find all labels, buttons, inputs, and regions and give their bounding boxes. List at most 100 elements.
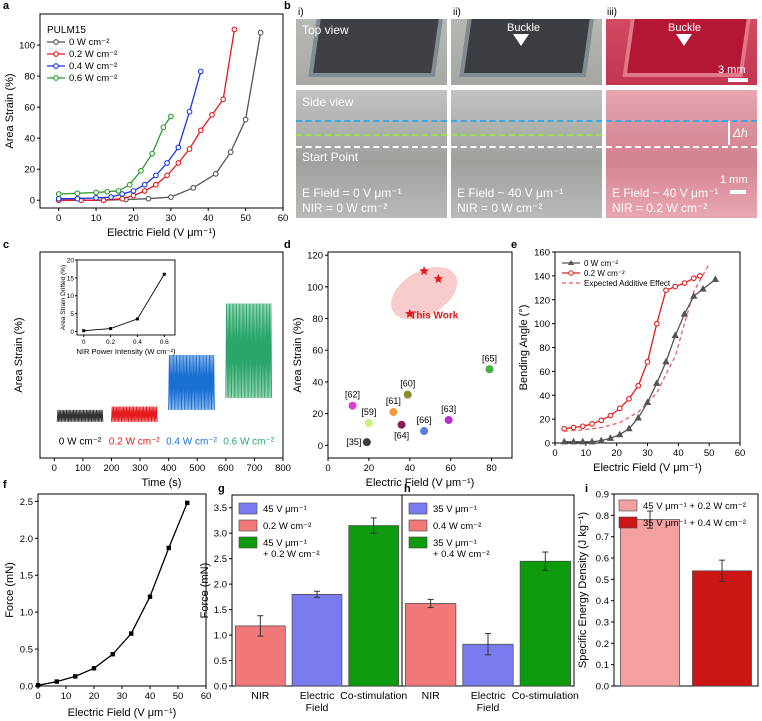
y-axis-label-i: Specific Energy Density (J kg⁻¹) [577, 512, 589, 668]
legend-swatch-h [408, 536, 428, 549]
this-work-label: This Work [410, 311, 459, 322]
x-tick-label-d: 20 [364, 463, 375, 474]
data-point-a-3 [104, 188, 111, 195]
x-tick-label-d: 60 [445, 463, 456, 474]
y-tick-label-e: 60 [539, 367, 550, 378]
this-work-star [419, 266, 429, 276]
panel-letter-i: i [585, 483, 588, 495]
column-label-ii: ii) [453, 7, 461, 18]
y-tick-label-i: 0.6 [596, 554, 609, 565]
y-tick-label-a: 60 [24, 103, 35, 114]
legend-label-e: 0.2 W cm⁻² [584, 269, 625, 278]
signal-trace-2 [168, 354, 215, 410]
reference-label: [62] [345, 390, 360, 400]
y-tick-label-g: 3.5 [214, 503, 227, 514]
data-point-e-0 [579, 437, 587, 445]
y-tick-label-i: 0.9 [596, 490, 609, 501]
y-tick-label-i: 0.5 [596, 575, 609, 586]
data-point-a-1 [100, 197, 107, 204]
data-point-a-1 [220, 96, 227, 103]
data-point-a-2 [93, 195, 99, 201]
data-point-a-3 [115, 188, 122, 194]
inset-y-tick-label: 15 [67, 275, 75, 282]
caption-i-line1: E Field = 0 V μm⁻¹ [302, 186, 402, 200]
legend-label-h: + 0.4 W cm⁻² [433, 549, 489, 560]
series-line-2 [58, 71, 202, 200]
reference-point [420, 427, 429, 436]
x-tick-label-f: 50 [173, 691, 184, 702]
inset-frame [76, 259, 176, 336]
data-point-e-0 [606, 434, 615, 441]
y-tick-label-a: 20 [24, 165, 35, 176]
force-point [185, 500, 190, 506]
data-point-e-1 [607, 412, 614, 419]
legend-label-a: 0 W cm⁻² [69, 37, 109, 48]
data-point-e-1 [598, 417, 605, 424]
photo-top-i: Top view [296, 19, 447, 85]
y-tick-label-e: 0 [545, 439, 550, 450]
data-point-a-0 [227, 149, 234, 155]
data-point-a-0 [212, 171, 219, 177]
category-label-g: Field [306, 702, 329, 714]
legend-swatch-h [408, 519, 428, 532]
inset-x-tick-label: 0.2 [106, 339, 115, 346]
data-point-a-3 [160, 124, 167, 131]
y-tick-label-i: 0.1 [596, 660, 609, 671]
reference-point [364, 419, 373, 428]
legend-marker-a [53, 51, 59, 57]
caption-ii-line2: NIR = 0 W cm⁻² [457, 201, 543, 215]
data-point-a-1 [141, 188, 148, 194]
data-point-a-3 [55, 191, 62, 197]
x-tick-label-f: 30 [117, 691, 128, 702]
data-point-e-1 [570, 424, 577, 431]
axes-frame-a [39, 13, 284, 209]
scale-bar-top [728, 78, 748, 82]
x-tick-label-e: 40 [673, 448, 684, 459]
y-tick-label-e: 140 [534, 271, 550, 282]
x-tick-label-d: 80 [486, 463, 497, 474]
x-tick-label-e: 10 [581, 448, 592, 459]
data-point-a-1 [186, 146, 193, 152]
caption-ii-line1: E Field ~ 40 V μm⁻¹ [457, 186, 564, 200]
inset-x-tick-label: 0.6 [160, 339, 169, 346]
data-point-e-1 [561, 425, 568, 432]
y-tick-label-f: 0.0 [20, 682, 33, 693]
x-tick-label-d: 40 [404, 463, 415, 474]
y-tick-label-a: 100 [19, 41, 35, 52]
data-point-a-1 [231, 26, 238, 33]
data-point-a-3 [138, 167, 144, 174]
x-tick-label-c: 600 [218, 463, 234, 474]
data-point-a-2 [55, 195, 62, 202]
legend-label-a: 0.4 W cm⁻² [69, 61, 117, 72]
category-label-h: Co-stimulation [512, 690, 579, 702]
data-point-a-3 [93, 189, 99, 196]
y-axis-label-f: Force (mN) [4, 562, 16, 618]
force-point [147, 594, 153, 599]
legend-label-h: 0.4 W cm⁻² [433, 521, 481, 532]
y-tick-label-e: 160 [534, 248, 550, 259]
legend-label-e: 0 W cm⁻² [584, 259, 618, 268]
inset-point [162, 272, 166, 276]
panel-letter-g: g [218, 483, 225, 495]
signal-trace-0 [56, 409, 104, 422]
category-label-h: Field [477, 702, 500, 714]
x-axis-label-e: Electric Field (V μm⁻¹) [593, 462, 702, 474]
data-point-a-3 [126, 181, 133, 188]
data-point-a-1 [164, 172, 170, 179]
panel-letter-c: c [3, 239, 9, 251]
data-point-a-0 [167, 194, 174, 200]
data-point-a-2 [141, 181, 148, 188]
buckle-label-ii: Buckle [507, 22, 541, 34]
x-tick-label-c: 300 [132, 463, 148, 474]
this-work-region [391, 266, 458, 320]
data-point-e-1 [653, 320, 660, 327]
y-tick-label-i: 0.4 [596, 596, 609, 607]
axes-frame-d [327, 251, 513, 459]
data-point-e-0 [588, 437, 596, 445]
reference-point [485, 365, 494, 374]
segment-label-1: 0.2 W cm⁻² [109, 436, 161, 447]
y-tick-label-e: 40 [539, 391, 550, 402]
data-point-a-1 [153, 181, 159, 188]
x-tick-label-c: 0 [52, 463, 57, 474]
y-tick-label-d: 20 [312, 409, 323, 420]
